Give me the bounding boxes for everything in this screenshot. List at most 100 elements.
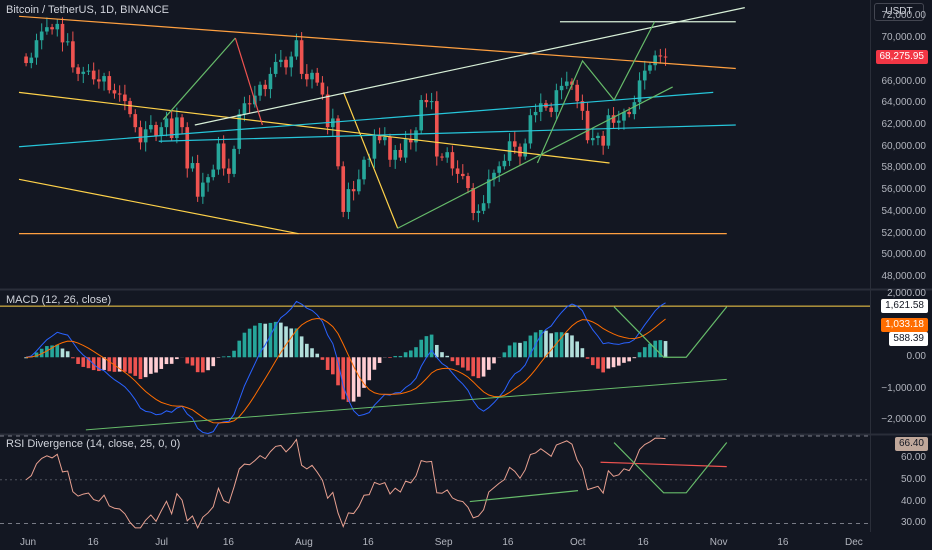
candle-body (273, 61, 278, 74)
yellow-drop-line (343, 92, 399, 229)
macd-histogram-bar (559, 332, 564, 358)
candle-body (538, 103, 543, 112)
price-tick-label: 48,000.00 (881, 271, 927, 283)
macd-histogram-bar (107, 357, 112, 372)
cyan-line-2 (158, 124, 736, 142)
candle-body (237, 114, 242, 149)
candle-body (377, 135, 382, 141)
rsi-tick-label: 60.00 (900, 451, 926, 463)
candle-body (128, 101, 132, 115)
macd-histogram-bar (211, 357, 216, 367)
white-rising-line (194, 7, 745, 126)
candle-body (29, 57, 34, 64)
macd-histogram-bar (403, 352, 408, 358)
price-tick-label: 70,000.00 (881, 32, 927, 44)
macd-histogram-bar (315, 353, 320, 358)
macd-histogram-bar (486, 357, 491, 370)
symbol-title[interactable]: Bitcoin / TetherUS, 1D, BINANCE (6, 4, 170, 16)
macd-histogram-bar (86, 357, 91, 369)
macd-histogram-bar (65, 351, 70, 358)
candle-body (143, 129, 148, 143)
macd-histogram-bar (284, 326, 288, 358)
macd-histogram-bar (481, 357, 486, 377)
macd-histogram-bar (190, 357, 195, 366)
candle-body (97, 79, 101, 82)
candle-body (175, 117, 179, 139)
macd-histogram-bar (341, 357, 346, 400)
macd-histogram-bar (253, 325, 257, 358)
rsi-tick-label: 40.00 (900, 495, 926, 507)
macd-histogram-bar (97, 357, 101, 372)
macd-histogram-bar (575, 341, 579, 358)
macd-histogram-bar (310, 348, 314, 358)
candle-body (65, 41, 70, 43)
macd-histogram-bar (50, 345, 54, 358)
candle-body (393, 149, 398, 160)
time-tick-label: Dec (844, 537, 863, 548)
candle-body (310, 72, 314, 80)
macd-histogram-bar (596, 357, 600, 369)
candle-body (476, 210, 481, 214)
macd-histogram-bar (24, 357, 28, 359)
macd-histogram-bar (185, 357, 190, 364)
rsi-title[interactable]: RSI Divergence (14, close, 25, 0, 0) (6, 438, 181, 450)
currency-button[interactable]: USDT (874, 3, 924, 21)
macd-histogram-bar (445, 355, 450, 358)
candle-body (596, 135, 600, 139)
candle-body (606, 115, 611, 146)
macd-histogram-bar (637, 352, 642, 358)
macd-histogram-bar (601, 357, 605, 373)
macd-histogram-bar (434, 344, 439, 358)
macd-histogram-bar (585, 357, 590, 359)
candle-body (138, 127, 143, 143)
candle-body (497, 166, 502, 173)
candle-body (611, 115, 616, 123)
macd-histogram-bar (331, 357, 335, 375)
candle-body (398, 149, 403, 158)
candle-body (71, 41, 75, 68)
macd-value-tag: 588.39 (889, 331, 928, 346)
candle-body (263, 84, 268, 90)
time-tick-label: 16 (222, 537, 234, 548)
candle-body (159, 127, 164, 136)
macd-histogram-bar (325, 357, 330, 370)
macd-histogram-bar (320, 357, 325, 360)
price-tick-label: 64,000.00 (881, 97, 927, 109)
candle-body (325, 94, 330, 128)
candle-body (429, 101, 434, 103)
candle-body (388, 136, 392, 160)
candle-body (268, 73, 273, 90)
macd-histogram-bar (538, 329, 543, 358)
candle-body (653, 55, 657, 66)
macd-title[interactable]: MACD (12, 26, close) (6, 294, 112, 306)
candle-body (81, 71, 86, 74)
price-tick-label: 56,000.00 (881, 184, 927, 196)
candle-body (195, 163, 200, 197)
candle-body (91, 70, 96, 80)
macd-histogram-bar (273, 321, 278, 358)
candle-body (232, 148, 236, 174)
candle-body (289, 56, 294, 68)
macd-histogram-bar (466, 357, 470, 371)
candle-body (117, 93, 122, 95)
candle-body (34, 40, 39, 58)
macd-histogram-bar (377, 357, 382, 363)
macd-tick-label: −1,000.00 (881, 382, 926, 394)
macd-histogram-bar (299, 336, 304, 358)
macd-histogram-bar (305, 343, 309, 358)
macd-histogram-bar (414, 347, 418, 358)
candle-body (362, 159, 366, 180)
macd-trendline (85, 378, 727, 431)
macd-histogram-bar (570, 335, 574, 358)
candle-body (164, 118, 169, 128)
candle-body (247, 103, 252, 105)
candle-body (590, 138, 595, 141)
macd-histogram-bar (372, 357, 377, 370)
macd-histogram-bar (268, 322, 273, 358)
macd-histogram-bar (512, 342, 517, 358)
candle-body (658, 55, 663, 57)
macd-histogram-bar (590, 357, 595, 366)
candle-body (331, 118, 335, 128)
macd-histogram-bar (76, 357, 80, 364)
